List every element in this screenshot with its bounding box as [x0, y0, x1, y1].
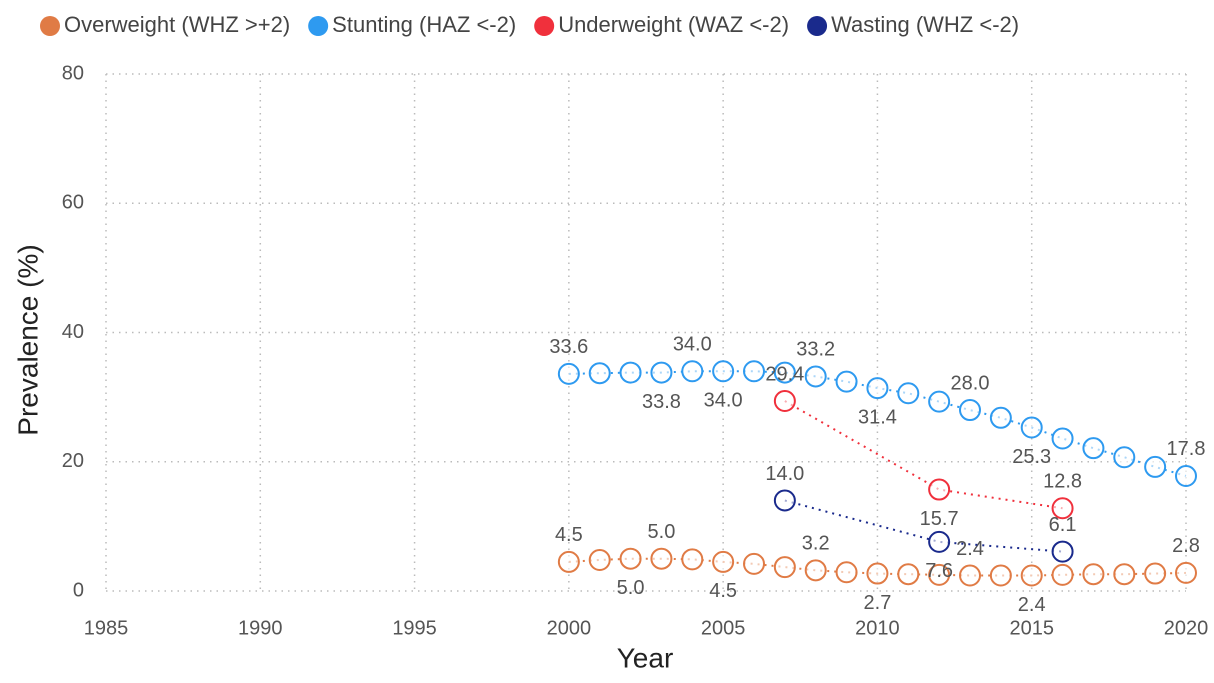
point	[650, 547, 673, 570]
point	[650, 361, 673, 384]
point	[681, 360, 704, 383]
point	[619, 361, 642, 384]
value-label: 2.4	[1018, 594, 1046, 616]
value-label: 29.4	[765, 363, 804, 385]
legend-swatch	[534, 16, 555, 36]
point	[1113, 563, 1136, 586]
y-tick-label: 80	[62, 62, 84, 84]
value-label: 34.0	[704, 390, 743, 412]
value-label: 5.0	[648, 521, 676, 543]
value-label: 3.2	[802, 533, 830, 555]
x-tick-label: 1990	[238, 617, 283, 639]
value-label: 33.8	[642, 391, 681, 413]
point	[773, 390, 796, 413]
y-tick-label: 20	[62, 450, 84, 472]
point	[1113, 446, 1136, 469]
point	[773, 489, 796, 512]
point	[619, 547, 642, 570]
value-label: 33.2	[796, 339, 835, 361]
point	[959, 564, 981, 587]
point	[557, 362, 580, 385]
value-label: 31.4	[858, 406, 897, 428]
x-tick-label: 2020	[1164, 617, 1209, 639]
x-axis-title: Year	[617, 642, 674, 673]
value-label: 2.7	[864, 592, 892, 614]
value-label: 12.8	[1043, 471, 1082, 493]
legend-label: Underweight (WAZ <-2)	[558, 12, 789, 37]
point	[835, 370, 858, 393]
value-label: 4.5	[709, 580, 737, 602]
x-tick-label: 1995	[392, 617, 437, 639]
point	[1082, 437, 1105, 460]
point	[959, 399, 981, 422]
point	[1051, 497, 1074, 520]
point	[928, 390, 951, 413]
point	[743, 360, 765, 383]
legend-label: Wasting (WHZ <-2)	[831, 12, 1019, 37]
legend-swatch	[40, 16, 60, 36]
point	[804, 559, 827, 582]
point	[1175, 561, 1197, 584]
value-label: 15.7	[920, 508, 959, 530]
point	[804, 365, 827, 388]
value-label: 6.1	[1049, 514, 1077, 536]
legend-swatch	[308, 16, 329, 36]
point	[897, 382, 920, 405]
value-label: 7.6	[925, 560, 953, 582]
point	[1175, 464, 1197, 487]
point	[866, 377, 889, 400]
y-tick-label: 0	[73, 579, 84, 601]
point	[773, 361, 796, 384]
point	[712, 360, 735, 383]
y-axis-title: Prevalence (%)	[12, 244, 43, 435]
point	[1020, 564, 1043, 587]
legend-label: Overweight (WHZ >+2)	[64, 12, 290, 37]
point	[712, 550, 735, 573]
value-label: 2.4	[956, 538, 984, 560]
value-label: 2.8	[1172, 535, 1200, 557]
point	[928, 530, 951, 553]
legend-label: Stunting (HAZ <-2)	[332, 12, 516, 37]
point	[588, 548, 611, 571]
point	[989, 406, 1012, 429]
x-tick-label: 2000	[547, 617, 592, 639]
x-tick-label: 1985	[84, 617, 129, 639]
value-label: 5.0	[617, 577, 645, 599]
point	[897, 563, 920, 586]
x-tick-label: 2010	[855, 617, 900, 639]
x-tick-label: 2015	[1009, 617, 1054, 639]
y-tick-label: 40	[62, 321, 84, 343]
point	[928, 478, 951, 501]
x-tick-label: 2005	[701, 617, 746, 639]
point	[835, 561, 858, 584]
point	[773, 556, 796, 579]
point	[1082, 563, 1105, 586]
value-label: 33.6	[549, 336, 588, 358]
point	[588, 362, 611, 385]
point	[1020, 416, 1043, 439]
value-label: 25.3	[1012, 446, 1051, 468]
point	[866, 562, 889, 585]
point	[1051, 563, 1074, 586]
value-label: 14.0	[765, 463, 804, 485]
point	[928, 563, 951, 586]
point	[989, 564, 1012, 587]
y-tick-label: 60	[62, 192, 84, 214]
value-label: 4.5	[555, 524, 583, 546]
point	[1144, 562, 1167, 585]
value-label: 34.0	[673, 334, 712, 356]
legend-swatch	[807, 16, 828, 36]
point	[1051, 427, 1074, 450]
point	[681, 548, 704, 571]
value-label: 28.0	[951, 372, 990, 394]
point	[1144, 455, 1167, 478]
point	[743, 552, 765, 575]
point	[1051, 540, 1074, 563]
value-label: 17.8	[1167, 438, 1206, 460]
point	[557, 550, 580, 573]
